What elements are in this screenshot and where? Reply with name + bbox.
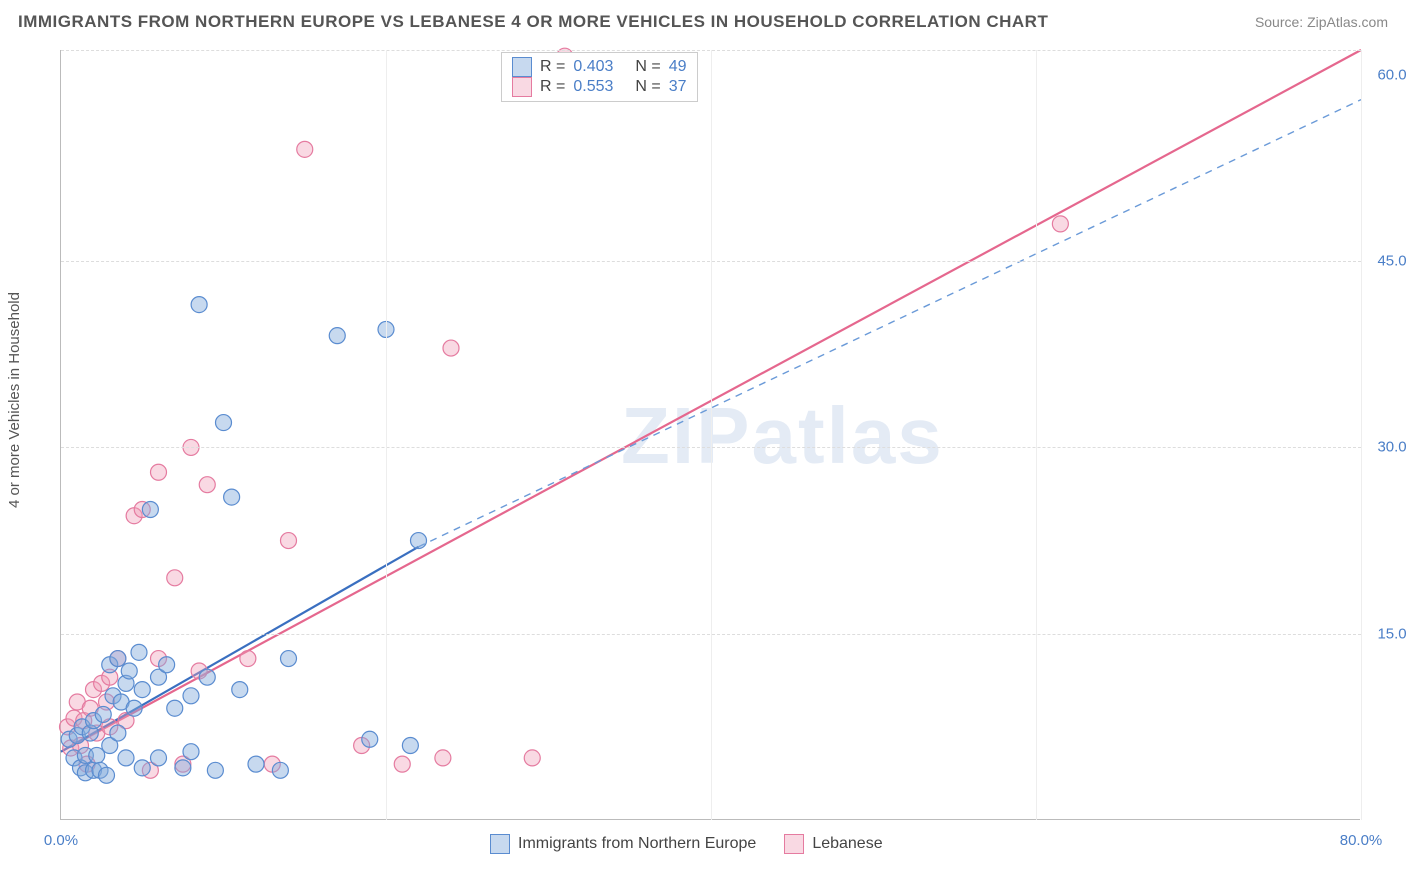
data-point [362,731,378,747]
data-point [394,756,410,772]
y-tick-label: 60.0% [1377,66,1406,83]
data-point [1052,216,1068,232]
legend-stats: R = 0.403 N = 49 R = 0.553 N = 37 [501,52,698,102]
data-point [297,141,313,157]
y-tick-label: 30.0% [1377,439,1406,456]
grid-line-v [386,50,387,820]
legend-series: Immigrants from Northern Europe Lebanese [490,834,883,854]
data-point [99,767,115,783]
legend-stat-row: R = 0.403 N = 49 [512,57,687,77]
data-point [435,750,451,766]
y-tick-label: 15.0% [1377,625,1406,642]
legend-n-label: N = [635,78,660,96]
legend-n-value: 37 [669,78,687,96]
legend-r-value: 0.553 [573,78,613,96]
legend-stat-row: R = 0.553 N = 37 [512,77,687,97]
data-point [281,533,297,549]
data-point [199,477,215,493]
x-tick-label: 80.0% [1340,832,1383,849]
data-point [142,502,158,518]
data-point [134,760,150,776]
data-point [191,297,207,313]
data-point [183,688,199,704]
legend-swatch [512,77,532,97]
data-point [329,328,345,344]
legend-series-label: Immigrants from Northern Europe [518,835,756,853]
legend-series-label: Lebanese [812,835,882,853]
data-point [216,415,232,431]
data-point [159,657,175,673]
data-point [110,725,126,741]
data-point [281,651,297,667]
grid-line-v [711,50,712,820]
data-point [207,762,223,778]
grid-line-v [1036,50,1037,820]
data-point [167,570,183,586]
data-point [118,750,134,766]
legend-swatch [784,834,804,854]
data-point [151,750,167,766]
data-point [224,489,240,505]
data-point [131,644,147,660]
legend-r-value: 0.403 [573,58,613,76]
legend-r-label: R = [540,78,565,96]
legend-n-value: 49 [669,58,687,76]
data-point [110,651,126,667]
data-point [175,760,191,776]
grid-line-v [1361,50,1362,820]
legend-r-label: R = [540,58,565,76]
chart-container: ZIPatlas R = 0.403 N = 49 R = 0.553 N = … [60,50,1390,820]
data-point [402,737,418,753]
data-point [126,700,142,716]
data-point [272,762,288,778]
data-point [524,750,540,766]
y-tick-label: 45.0% [1377,253,1406,270]
data-point [248,756,264,772]
chart-title: IMMIGRANTS FROM NORTHERN EUROPE VS LEBAN… [18,12,1048,32]
legend-series-item: Immigrants from Northern Europe [490,834,756,854]
data-point [232,682,248,698]
legend-swatch [512,57,532,77]
source-label: Source: ZipAtlas.com [1255,14,1388,30]
legend-n-label: N = [635,58,660,76]
data-point [411,533,427,549]
legend-swatch [490,834,510,854]
data-point [167,700,183,716]
data-point [134,682,150,698]
data-point [199,669,215,685]
plot-area: ZIPatlas R = 0.403 N = 49 R = 0.553 N = … [60,50,1360,820]
y-axis-label: 4 or more Vehicles in Household [6,292,23,508]
x-tick-label: 0.0% [44,832,78,849]
data-point [443,340,459,356]
trend-line [419,100,1362,547]
data-point [121,663,137,679]
data-point [183,744,199,760]
data-point [240,651,256,667]
data-point [95,706,111,722]
data-point [151,464,167,480]
legend-series-item: Lebanese [784,834,882,854]
